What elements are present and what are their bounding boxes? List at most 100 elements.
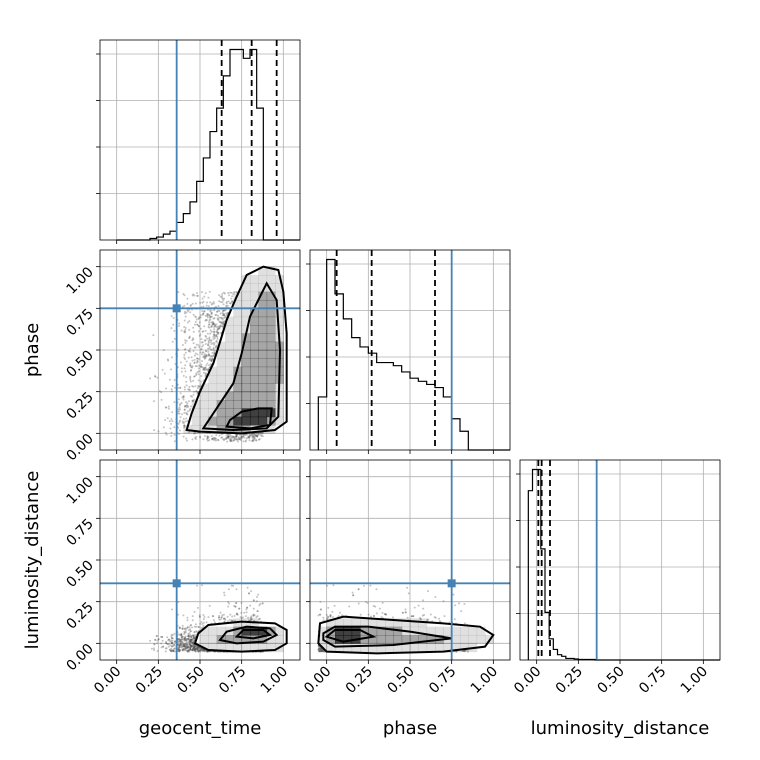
sample-point [171, 642, 174, 645]
sample-point [231, 300, 234, 303]
sample-point [190, 638, 193, 641]
sample-point [184, 370, 187, 373]
density-cell [233, 643, 243, 653]
sample-point [212, 347, 215, 350]
sample-point [191, 339, 194, 342]
sample-point [203, 649, 206, 652]
sample-point [192, 342, 195, 345]
sample-point [226, 620, 229, 623]
sample-point [154, 639, 157, 642]
sample-point [253, 433, 256, 436]
sample-point [181, 645, 184, 648]
sample-point [213, 330, 216, 333]
sample-point [195, 343, 198, 346]
sample-point [212, 322, 215, 325]
sample-point [197, 367, 200, 370]
sample-point [215, 333, 218, 336]
sample-point [195, 645, 198, 648]
sample-point [182, 645, 185, 648]
sample-point [261, 602, 264, 605]
sample-point [160, 642, 163, 645]
sample-point [206, 337, 209, 340]
density-cell [233, 408, 243, 418]
sample-point [198, 364, 201, 367]
sample-point [215, 310, 218, 313]
sample-point [209, 329, 212, 332]
density-cell [225, 635, 234, 644]
sample-point [183, 312, 186, 315]
sample-point [178, 644, 181, 647]
sample-point [207, 342, 210, 345]
sample-point [189, 644, 192, 647]
density-cell [266, 375, 276, 384]
sample-point [236, 613, 239, 616]
sample-point [319, 650, 322, 653]
sample-point [215, 323, 218, 326]
sample-point [170, 642, 173, 645]
sample-point [219, 618, 222, 621]
sample-point [228, 602, 231, 605]
sample-point [248, 439, 251, 442]
density-cell [250, 643, 259, 653]
sample-point [173, 337, 176, 340]
sample-point [166, 643, 169, 646]
sample-point [210, 330, 213, 333]
sample-point [166, 636, 169, 639]
sample-point [422, 599, 425, 602]
density-cell [250, 416, 259, 426]
sample-point [369, 584, 372, 587]
density-cell [385, 626, 394, 636]
sample-point [404, 611, 407, 614]
sample-point [168, 638, 171, 641]
sample-point [185, 639, 188, 642]
sample-point [186, 650, 189, 653]
sample-point [196, 646, 199, 649]
sample-point [259, 432, 262, 435]
sample-point [177, 410, 180, 413]
sample-point [191, 641, 194, 644]
sample-point [183, 645, 186, 648]
density-cell [275, 316, 284, 326]
density-cell [266, 275, 276, 284]
sample-point [218, 434, 221, 437]
sample-point [202, 330, 205, 333]
sample-point [208, 321, 211, 324]
sample-point [338, 611, 341, 614]
density-cell [200, 408, 209, 418]
sample-point [196, 359, 199, 362]
sample-point [186, 626, 189, 629]
sample-point [226, 440, 229, 443]
sample-point [406, 616, 409, 619]
sample-point [186, 649, 189, 652]
sample-point [222, 438, 225, 441]
sample-point [207, 350, 210, 353]
density-cell [468, 635, 478, 644]
sample-point [185, 380, 188, 383]
sample-point [255, 616, 258, 619]
sample-point [317, 645, 320, 648]
sample-point [220, 616, 223, 619]
sample-point [183, 425, 186, 428]
sample-point [222, 309, 225, 312]
sample-point [190, 624, 193, 627]
density-cell [451, 643, 461, 653]
sample-point [422, 607, 425, 610]
sample-point [189, 639, 192, 642]
sample-point [220, 436, 223, 439]
density-cell [376, 618, 386, 628]
sample-point [201, 309, 204, 312]
density-cell [418, 635, 428, 644]
sample-point [230, 436, 233, 439]
sample-point [162, 349, 165, 352]
sample-point [185, 643, 188, 646]
sample-point [458, 602, 461, 605]
sample-point [207, 339, 210, 342]
sample-point [212, 317, 215, 320]
sample-point [183, 631, 186, 634]
sample-point [178, 640, 181, 643]
density-cell [426, 635, 436, 644]
sample-point [212, 438, 215, 441]
sample-point [187, 649, 190, 652]
sample-point [257, 433, 260, 436]
sample-point [240, 436, 243, 439]
